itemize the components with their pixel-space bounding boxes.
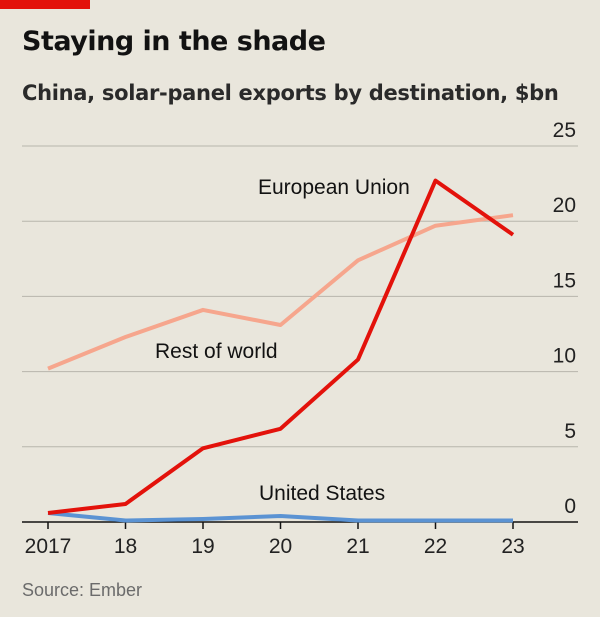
x-tick-label: 2017	[25, 535, 72, 558]
y-tick-label: 0	[564, 495, 576, 518]
brand-tag-bar	[0, 0, 90, 9]
chart-subtitle: China, solar-panel exports by destinatio…	[22, 81, 559, 105]
series-label-european-union: European Union	[258, 176, 410, 199]
series-line-rest-of-world	[47, 213, 514, 371]
y-tick-label: 10	[553, 345, 576, 368]
series-labels: European Union Rest of world United States	[155, 176, 410, 505]
gridlines	[22, 145, 578, 523]
x-tick-label: 21	[346, 535, 369, 558]
series-label-united-states: United States	[259, 482, 385, 505]
series-label-rest-of-world: Rest of world	[155, 340, 278, 363]
series-lines	[47, 178, 515, 523]
series-line-european-union	[47, 178, 515, 515]
chart-title: Staying in the shade	[22, 26, 326, 57]
x-tick-label: 23	[501, 535, 524, 558]
source-note: Source: Ember	[22, 580, 143, 600]
x-tick-label: 20	[269, 535, 292, 558]
y-tick-label: 15	[553, 269, 576, 292]
y-tick-label: 25	[553, 119, 576, 142]
y-tick-label: 20	[553, 194, 576, 217]
y-axis-tick-labels: 0 5 10 15 20 25	[553, 119, 576, 518]
x-axis-tick-labels: 2017 18 19 20 21 22 23	[25, 522, 525, 558]
series-line-united-states	[47, 510, 513, 523]
x-tick-label: 18	[114, 535, 137, 558]
x-tick-label: 19	[191, 535, 214, 558]
x-tick-label: 22	[424, 535, 447, 558]
y-tick-label: 5	[564, 420, 576, 443]
